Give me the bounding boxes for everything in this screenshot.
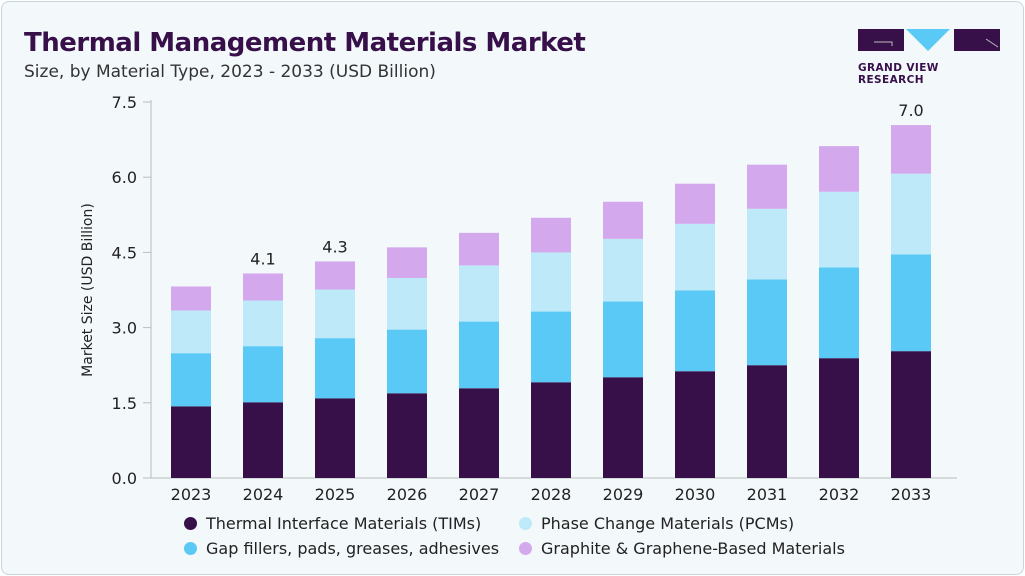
- bar-segment-2026-series-2: [387, 277, 427, 330]
- bar-segment-2028-series-1: [531, 311, 571, 383]
- bar-segment-2025-series-0: [315, 398, 355, 478]
- bar-segment-2032-series-1: [819, 267, 859, 359]
- bar-segment-2032-series-3: [819, 146, 859, 192]
- bar-segment-2029-series-1: [603, 301, 643, 378]
- legend-label: Gap fillers, pads, greases, adhesives: [206, 539, 500, 558]
- data-label: 4.3: [322, 237, 347, 256]
- legend-label: Phase Change Materials (PCMs): [541, 514, 795, 533]
- legend-item: Gap fillers, pads, greases, adhesives: [184, 539, 519, 558]
- x-tick-label: 2029: [603, 485, 644, 504]
- bar-segment-2026-series-0: [387, 393, 427, 478]
- bar-segment-2031-series-3: [747, 164, 787, 209]
- stacked-bar-chart: 0.0 1.5 3.0 4.5 6.0 7.5 Market Size (USD Billi…: [80, 93, 957, 504]
- bar-segment-2033-series-3: [891, 125, 931, 174]
- bar-segment-2030-series-0: [675, 371, 715, 478]
- y-tick-label: 6.0: [112, 168, 137, 187]
- gvr-logo-icon: [858, 29, 1000, 51]
- x-tick-label: 2030: [675, 485, 716, 504]
- x-tick-label: 2028: [531, 485, 572, 504]
- logo-text: GRAND VIEW RESEARCH: [858, 62, 939, 86]
- bar-segment-2028-series-3: [531, 217, 571, 253]
- bar-segment-2033-series-0: [891, 351, 931, 478]
- bar-segment-2032-series-2: [819, 191, 859, 268]
- bar-segment-2031-series-1: [747, 279, 787, 366]
- x-tick-label: 2032: [819, 485, 860, 504]
- bar-segment-2032-series-0: [819, 358, 859, 478]
- bar-segment-2028-series-0: [531, 382, 571, 478]
- bar-segment-2030-series-2: [675, 223, 715, 291]
- y-tick-label: 3.0: [112, 319, 137, 338]
- data-label: 7.0: [898, 101, 923, 120]
- legend-swatch-icon: [184, 542, 197, 555]
- bar-segment-2025-series-1: [315, 338, 355, 399]
- y-axis-label: Market Size (USD Billion): [80, 203, 96, 377]
- bar-segment-2029-series-3: [603, 201, 643, 239]
- legend-swatch-icon: [519, 542, 532, 555]
- data-label: 4.1: [250, 249, 275, 268]
- bar-segment-2030-series-3: [675, 183, 715, 224]
- y-tick-label: 4.5: [112, 243, 137, 262]
- legend-swatch-icon: [519, 517, 532, 530]
- legend-label: Thermal Interface Materials (TIMs): [206, 514, 482, 533]
- x-tick-label: 2033: [891, 485, 932, 504]
- x-tick-label: 2025: [315, 485, 356, 504]
- bar-segment-2023-series-1: [171, 353, 211, 407]
- legend-label: Graphite & Graphene-Based Materials: [541, 539, 845, 558]
- y-tick-label: 7.5: [112, 93, 137, 112]
- legend-swatch-icon: [184, 517, 197, 530]
- bar-segment-2029-series-0: [603, 377, 643, 478]
- legend: Thermal Interface Materials (TIMs) Phase …: [184, 514, 849, 558]
- x-tick-label: 2024: [243, 485, 284, 504]
- bar-segment-2031-series-2: [747, 208, 787, 280]
- bar-segment-2023-series-0: [171, 406, 211, 478]
- bar-segment-2023-series-3: [171, 286, 211, 311]
- x-tick-label: 2026: [387, 485, 428, 504]
- bar-segment-2027-series-1: [459, 321, 499, 389]
- bar-segment-2025-series-3: [315, 261, 355, 290]
- legend-item: Graphite & Graphene-Based Materials: [519, 539, 849, 558]
- bar-segment-2033-series-2: [891, 173, 931, 255]
- x-tick-label: 2031: [747, 485, 788, 504]
- legend-item: Thermal Interface Materials (TIMs): [184, 514, 519, 533]
- chart-subtitle: Size, by Material Type, 2023 - 2033 (USD…: [24, 62, 436, 82]
- bar-segment-2026-series-1: [387, 329, 427, 394]
- bar-segment-2026-series-3: [387, 247, 427, 278]
- bar-segment-2029-series-2: [603, 238, 643, 302]
- bar-segment-2024-series-0: [243, 402, 283, 478]
- bar-segment-2024-series-1: [243, 346, 283, 403]
- bar-segment-2027-series-0: [459, 388, 499, 478]
- bar-segment-2024-series-3: [243, 273, 283, 301]
- legend-item: Phase Change Materials (PCMs): [519, 514, 849, 533]
- y-tick-label: 1.5: [112, 394, 137, 413]
- chart-title: Thermal Management Materials Market: [24, 28, 586, 58]
- bar-segment-2031-series-0: [747, 365, 787, 478]
- bar-segment-2028-series-2: [531, 252, 571, 312]
- bar-segment-2023-series-2: [171, 310, 211, 354]
- bar-segment-2027-series-3: [459, 232, 499, 266]
- y-tick-label: 0.0: [112, 469, 137, 488]
- grand-view-research-logo: GRAND VIEW RESEARCH: [858, 29, 1000, 86]
- bar-segment-2024-series-2: [243, 300, 283, 347]
- bar-segment-2033-series-1: [891, 254, 931, 352]
- x-tick-label: 2023: [171, 485, 212, 504]
- x-tick-label: 2027: [459, 485, 500, 504]
- bar-segment-2030-series-1: [675, 290, 715, 372]
- bar-segment-2025-series-2: [315, 289, 355, 339]
- bar-segment-2027-series-2: [459, 265, 499, 322]
